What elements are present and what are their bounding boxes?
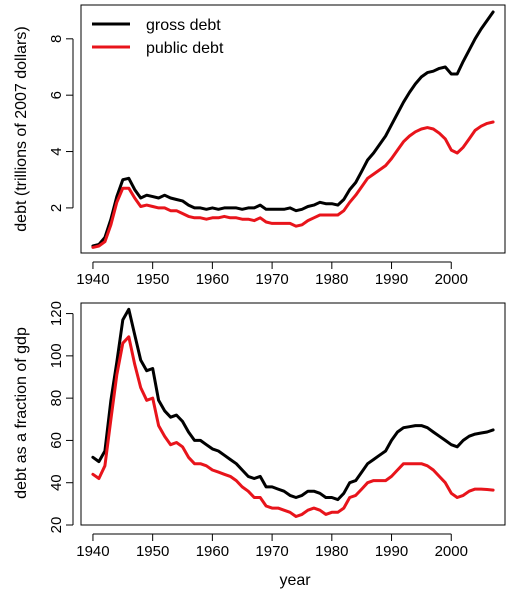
top-series-public-debt <box>91 120 495 249</box>
debt-fraction-of-gdp-panel: debt as a fraction of gdp year 20 40 60 80 1… <box>13 301 506 589</box>
bottom-plot-frame <box>80 302 506 526</box>
top-plot-frame <box>80 4 506 254</box>
x-axis-label: year <box>279 572 311 589</box>
bottom-x-tick-label-1950: 1950 <box>136 543 169 560</box>
top-x-tick-label-1990: 1990 <box>375 271 408 288</box>
bottom-y-tick-label-120: 120 <box>48 301 65 326</box>
legend: gross debt public debt <box>92 17 224 57</box>
top-x-tick-label-1960: 1960 <box>196 271 229 288</box>
bottom-x-axis: 1940 1950 1960 1970 1980 1990 2000 <box>76 533 468 560</box>
top-y-tick-label-4: 4 <box>48 147 65 155</box>
bottom-series-gross-debt <box>91 307 495 502</box>
top-x-axis: 1940 1950 1960 1970 1980 1990 2000 <box>76 261 468 288</box>
bottom-y-tick-label-60: 60 <box>48 432 65 449</box>
top-y-axis: 2 4 6 8 <box>48 35 74 212</box>
top-series <box>91 10 495 249</box>
bottom-y-axis: 20 40 60 80 100 120 <box>48 301 74 534</box>
bottom-x-tick-label-2000: 2000 <box>435 543 468 560</box>
top-x-tick-label-1980: 1980 <box>315 271 348 288</box>
bottom-series-public-debt <box>91 335 495 518</box>
top-x-tick-label-2000: 2000 <box>435 271 468 288</box>
top-x-tick-label-1950: 1950 <box>136 271 169 288</box>
bottom-x-tick-label-1980: 1980 <box>315 543 348 560</box>
bottom-y-tick-label-20: 20 <box>48 517 65 534</box>
top-y-tick-label-8: 8 <box>48 35 65 43</box>
bottom-x-tick-label-1960: 1960 <box>196 543 229 560</box>
bottom-y-tick-label-100: 100 <box>48 343 65 368</box>
bottom-series <box>91 307 495 518</box>
bottom-x-tick-label-1940: 1940 <box>76 543 109 560</box>
top-y-tick-label-6: 6 <box>48 91 65 99</box>
bottom-y-tick-label-80: 80 <box>48 390 65 407</box>
top-y-tick-label-2: 2 <box>48 204 65 212</box>
top-x-tick-label-1970: 1970 <box>255 271 288 288</box>
top-x-tick-label-1940: 1940 <box>76 271 109 288</box>
bottom-y-axis-label: debt as a fraction of gdp <box>13 327 30 499</box>
bottom-x-tick-label-1970: 1970 <box>255 543 288 560</box>
gross-and-public-debt-panel: debt (trillions of 2007 dollars) 2 4 6 8 19… <box>13 4 506 288</box>
bottom-x-tick-label-1990: 1990 <box>375 543 408 560</box>
top-series-gross-debt <box>91 10 495 248</box>
legend-label-public-debt: public debt <box>146 40 224 57</box>
legend-label-gross-debt: gross debt <box>146 17 221 34</box>
top-y-axis-label: debt (trillions of 2007 dollars) <box>13 26 30 231</box>
bottom-y-tick-label-40: 40 <box>48 474 65 491</box>
